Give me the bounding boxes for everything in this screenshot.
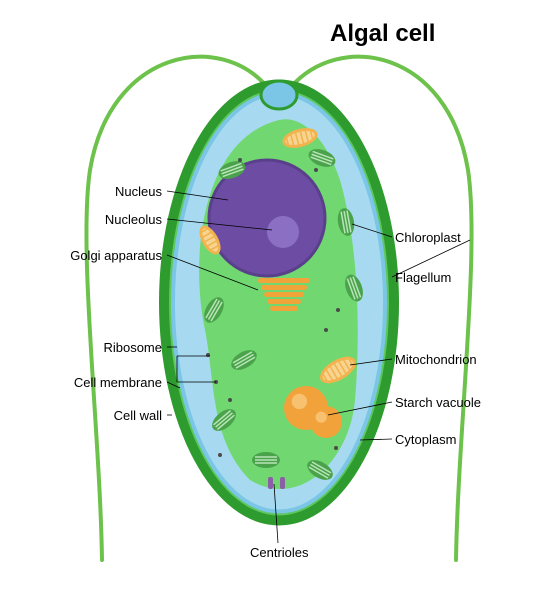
golgi-cisterna [270, 306, 298, 311]
golgi-cisterna [261, 285, 307, 290]
label-nucleus: Nucleus [62, 184, 162, 199]
cell-diagram [0, 0, 558, 600]
nucleolus [267, 216, 299, 248]
label-starch-vacuole: Starch vacuole [395, 395, 481, 410]
golgi-cisterna [267, 299, 301, 304]
label-centrioles: Centrioles [250, 545, 309, 560]
label-mitochondrion: Mitochondrion [395, 352, 477, 367]
label-flagellum: Flagellum [395, 270, 451, 285]
ribosome [218, 453, 222, 457]
ribosome [334, 446, 338, 450]
golgi-cisterna [258, 278, 310, 283]
ribosome [324, 328, 328, 332]
starch-vacuole [310, 406, 342, 438]
label-golgi-apparatus: Golgi apparatus [62, 248, 162, 263]
centriole [268, 477, 273, 489]
label-cytoplasm: Cytoplasm [395, 432, 456, 447]
chloroplast [252, 452, 280, 468]
label-ribosome: Ribosome [62, 340, 162, 355]
label-cell-membrane: Cell membrane [62, 375, 162, 390]
label-chloroplast: Chloroplast [395, 230, 461, 245]
ribosome [238, 158, 242, 162]
label-nucleolus: Nucleolus [62, 212, 162, 227]
ribosome [228, 398, 232, 402]
centriole [280, 477, 285, 489]
label-cell-wall: Cell wall [62, 408, 162, 423]
ribosome [314, 168, 318, 172]
eyespot [261, 81, 297, 109]
ribosome [336, 308, 340, 312]
golgi-cisterna [264, 292, 304, 297]
diagram-stage: Algal cell NucleusNucleolusGolgi apparat… [0, 0, 558, 600]
